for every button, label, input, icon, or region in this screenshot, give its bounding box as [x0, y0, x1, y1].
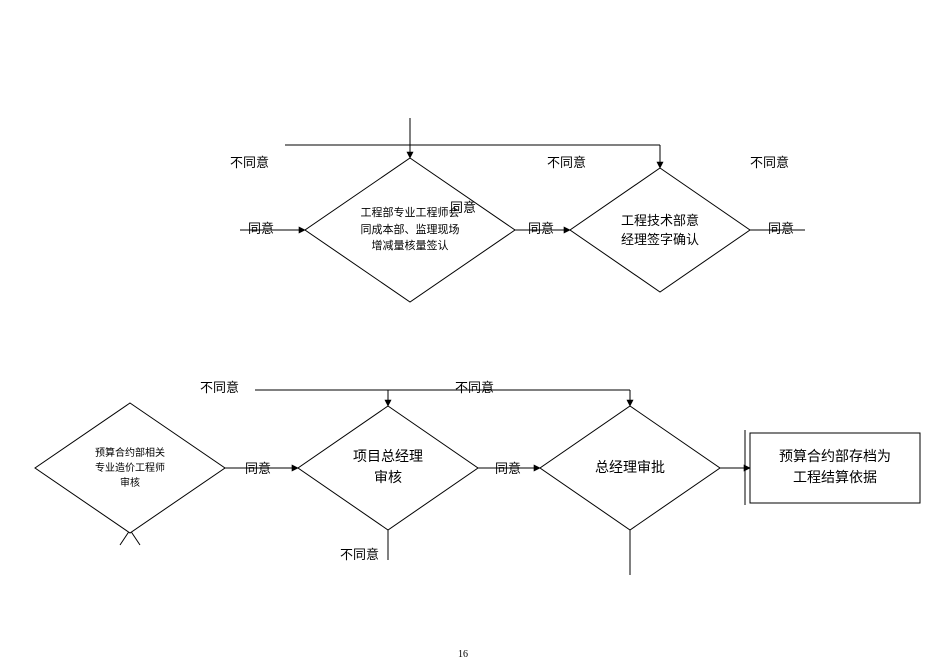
edge-label-lbl_mid_disagree_2: 不同意	[455, 377, 494, 396]
node-label-n_archive: 预算合约部存档为 工程结算依据	[750, 433, 920, 503]
node-label-n_pm: 项目总经理 审核	[298, 406, 478, 530]
edge-label-lbl_agree_overlay: 同意	[450, 197, 476, 216]
edge-label-lbl_pm_disagree: 不同意	[340, 544, 379, 563]
node-label-n_conf2: 工程技术部意 经理签字确认	[570, 168, 750, 292]
edge-label-lbl_top_disagree_3: 不同意	[750, 152, 789, 171]
edge-label-lbl_agree_left_1: 同意	[248, 218, 274, 237]
edge-label-lbl_top_disagree_2: 不同意	[547, 152, 586, 171]
edge-label-lbl_top_disagree_1: 不同意	[230, 152, 269, 171]
edge-label-lbl_agree_mid_1: 同意	[528, 218, 554, 237]
node-label-n_gm: 总经理审批	[540, 406, 720, 530]
node-label-n_budget: 预算合约部相关 专业造价工程师 审核	[35, 403, 225, 533]
flowchart-svg	[0, 0, 945, 668]
edge-label-lbl_agree_right_1: 同意	[768, 218, 794, 237]
edge-label-lbl_agree_pm: 同意	[495, 458, 521, 477]
edge-label-lbl_agree_bud: 同意	[245, 458, 271, 477]
edge-label-lbl_mid_disagree_1: 不同意	[200, 377, 239, 396]
flowchart-canvas: 工程部专业工程师会 同成本部、监理现场 增减量核量签认工程技术部意 经理签字确认…	[0, 0, 945, 668]
page-number: 16	[458, 649, 468, 660]
node-label-n_conf1: 工程部专业工程师会 同成本部、监理现场 增减量核量签认	[305, 158, 515, 302]
